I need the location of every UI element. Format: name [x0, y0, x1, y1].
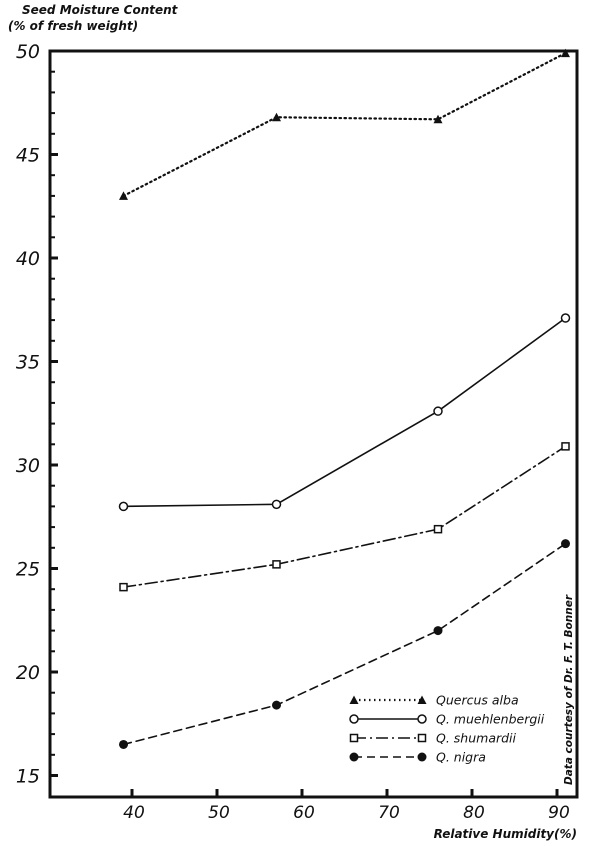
data-point: [119, 582, 128, 592]
x-tick-label: 40: [123, 803, 145, 823]
y-axis-label-line1: Seed Moisture Content: [22, 3, 179, 17]
y-tick-label: 50: [16, 41, 40, 63]
data-point: [561, 442, 570, 451]
series-line: [122, 317, 567, 508]
data-point: [119, 739, 128, 749]
data-point: [561, 539, 570, 549]
x-tick-label: 50: [208, 803, 230, 823]
series-line: [122, 445, 567, 588]
series-2: [119, 442, 570, 592]
y-tick-label: 45: [16, 145, 40, 167]
data-point: [119, 191, 128, 200]
series-1: [118, 313, 571, 512]
data-point: [433, 406, 443, 416]
y-tick-label: 25: [16, 559, 40, 581]
data-point: [271, 499, 282, 510]
data-point: [272, 112, 281, 122]
x-tick-label: 90: [548, 803, 570, 823]
legend-label: Quercus alba: [436, 693, 519, 708]
legend-label: Q. muehlenbergii: [436, 712, 545, 727]
series-line: [122, 51, 567, 197]
y-tick-label: 20: [16, 662, 40, 684]
legend-marker: [417, 733, 427, 743]
legend-marker: [349, 714, 359, 724]
x-tick-label: 80: [463, 803, 485, 823]
series-0: [119, 48, 570, 200]
data-point: [433, 626, 443, 636]
y-tick-label: 15: [16, 766, 40, 788]
y-tick-label: 30: [16, 455, 40, 477]
legend: Quercus alba Q. muehlenbergii Q. shumardii…: [349, 693, 545, 765]
data-point: [272, 560, 281, 569]
legend-marker: [417, 695, 427, 704]
x-tick-label: 60: [293, 803, 315, 823]
x-axis-label: Relative Humidity(%): [434, 827, 577, 841]
data-point: [118, 501, 129, 512]
series-3: [119, 539, 570, 749]
series-line: [122, 542, 567, 746]
y-tick-label: 35: [16, 352, 40, 374]
legend-marker: [349, 733, 359, 743]
data-point: [561, 48, 570, 58]
data-point: [433, 114, 443, 124]
legend-marker: [349, 752, 359, 762]
legend-label: Q. shumardii: [436, 731, 517, 746]
plot-frame: [48, 49, 579, 799]
y-axis-label-line2: (% of fresh weight): [8, 19, 138, 33]
y-tick-label: 40: [16, 248, 40, 270]
data-point: [560, 313, 571, 323]
data-point: [272, 700, 281, 710]
legend-label: Q. nigra: [436, 750, 486, 765]
legend-marker: [417, 714, 427, 724]
x-tick-label: 70: [378, 803, 400, 823]
data-point: [433, 524, 443, 534]
legend-marker: [349, 695, 359, 704]
legend-marker: [417, 752, 427, 762]
source-annotation: Data courtesy of Dr. F. T. Bonner: [563, 594, 575, 785]
